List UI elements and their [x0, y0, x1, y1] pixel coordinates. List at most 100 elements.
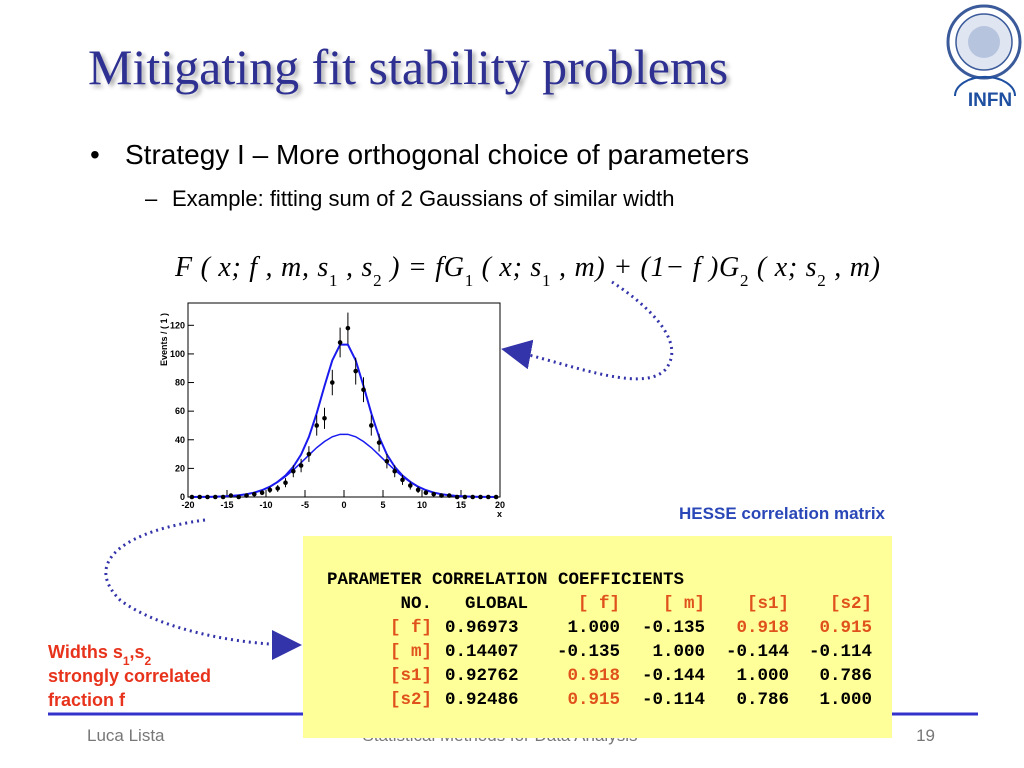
data-point [267, 487, 273, 493]
matrix-cell: 0.918 [567, 666, 620, 686]
note-line: fraction f [48, 690, 126, 710]
data-point [478, 494, 483, 500]
data-point [337, 340, 343, 345]
matrix-cell: -0.135 [642, 618, 705, 638]
data-point [314, 423, 320, 428]
data-point [470, 494, 476, 500]
matrix-cell: -0.144 [726, 642, 789, 662]
data-point [205, 494, 210, 500]
data-point [283, 480, 288, 485]
data-point [252, 491, 257, 497]
subscript: 1 [329, 271, 338, 290]
logo-arc [954, 75, 1016, 97]
data-point [189, 494, 195, 500]
subscript: 2 [373, 271, 382, 290]
logo-text: INFN [968, 90, 1012, 111]
matrix-cell: -0.114 [809, 642, 872, 662]
text-part: fraction f [48, 690, 126, 710]
matrix-cell: -0.114 [642, 690, 705, 710]
matrix-column: GLOBAL [465, 594, 528, 614]
data-point [431, 491, 437, 497]
x-tick-label: -10 [259, 500, 272, 510]
y-axis-label: Events / ( 1 ) [159, 313, 169, 366]
data-point [392, 468, 398, 474]
x-tick-label: -15 [220, 500, 233, 510]
data-point [298, 463, 304, 468]
x-tick-label: 5 [380, 500, 385, 510]
subscript: 2 [145, 654, 152, 668]
y-tick-label: 100 [170, 349, 185, 359]
sub-bullet: Example: fitting sum of 2 Gaussians of s… [172, 186, 675, 211]
matrix-heading: PARAMETER CORRELATION COEFFICIENTS [327, 570, 684, 590]
matrix-column: [ f] [578, 594, 620, 614]
matrix-caption: HESSE correlation matrix [679, 504, 886, 523]
bullet: Strategy I – More orthogonal choice of p… [125, 139, 749, 170]
y-tick-label: 20 [175, 463, 185, 473]
matrix-cell: -0.135 [557, 642, 620, 662]
matrix-cell: 1.000 [652, 642, 705, 662]
matrix-cell: 0.96973 [445, 618, 519, 638]
note-line: strongly correlated [48, 666, 211, 686]
data-point [353, 368, 359, 374]
data-point [361, 387, 366, 392]
matrix-cell: 0.915 [819, 618, 872, 638]
matrix-cell: 0.786 [736, 690, 789, 710]
subscript: 1 [542, 271, 551, 290]
data-point [423, 490, 429, 496]
x-tick-label: -5 [301, 500, 309, 510]
arrow [501, 280, 674, 381]
matrix-cell: 1.000 [819, 690, 872, 710]
data-point [376, 440, 382, 445]
data-point [259, 490, 265, 496]
data-point [454, 494, 460, 500]
data-point [486, 494, 491, 500]
text-part: ,s [130, 642, 145, 662]
data-point [369, 423, 374, 428]
data-point [228, 493, 234, 498]
slide-title: Mitigating fit stability problems [88, 39, 728, 95]
text-part: Widths s [48, 642, 123, 662]
data-point [213, 494, 218, 500]
university-seal [946, 4, 1022, 80]
matrix-cell: [s1] [390, 666, 432, 686]
data-point [197, 494, 202, 500]
x-axis-label: x [497, 509, 502, 519]
matrix-cell: 0.92762 [445, 666, 519, 686]
matrix-cell: 0.92486 [445, 690, 519, 710]
matrix-cell: [s2] [390, 690, 432, 710]
y-tick-label: 60 [175, 406, 185, 416]
data-point [244, 493, 249, 498]
plot-frame [187, 302, 501, 498]
data-point [236, 494, 241, 500]
arrow [104, 518, 302, 660]
data-point [493, 494, 499, 500]
subscript: 1 [123, 654, 130, 668]
x-tick-label: 20 [495, 500, 505, 510]
matrix-cell: 0.915 [567, 690, 620, 710]
y-tick-label: 0 [180, 492, 185, 502]
data-point [220, 494, 226, 500]
text-part: ( x; s [749, 252, 816, 283]
data-point [384, 458, 390, 464]
x-tick-label: 10 [417, 500, 427, 510]
matrix-cell: -0.144 [642, 666, 705, 686]
y-tick-label: 120 [170, 320, 185, 330]
footer-page: 19 [916, 726, 935, 745]
matrix-column: NO. [400, 594, 432, 614]
text-part: , s [338, 252, 372, 283]
matrix-box [303, 536, 892, 738]
data-point [439, 493, 444, 498]
data-point [322, 416, 327, 421]
footer-author: Luca Lista [87, 726, 165, 745]
data-point [330, 380, 335, 385]
subscript: 1 [465, 271, 474, 290]
note-line: Widths s1,s2 [48, 642, 152, 668]
data-point [400, 477, 405, 483]
x-tick-label: 0 [341, 500, 346, 510]
matrix-cell: [ f] [390, 618, 432, 638]
subscript: 2 [817, 271, 826, 290]
y-tick-label: 80 [175, 378, 185, 388]
text-part: ( x; s [474, 252, 541, 283]
data-point [462, 494, 468, 500]
text-part: F ( x; f , m, s [174, 252, 328, 283]
